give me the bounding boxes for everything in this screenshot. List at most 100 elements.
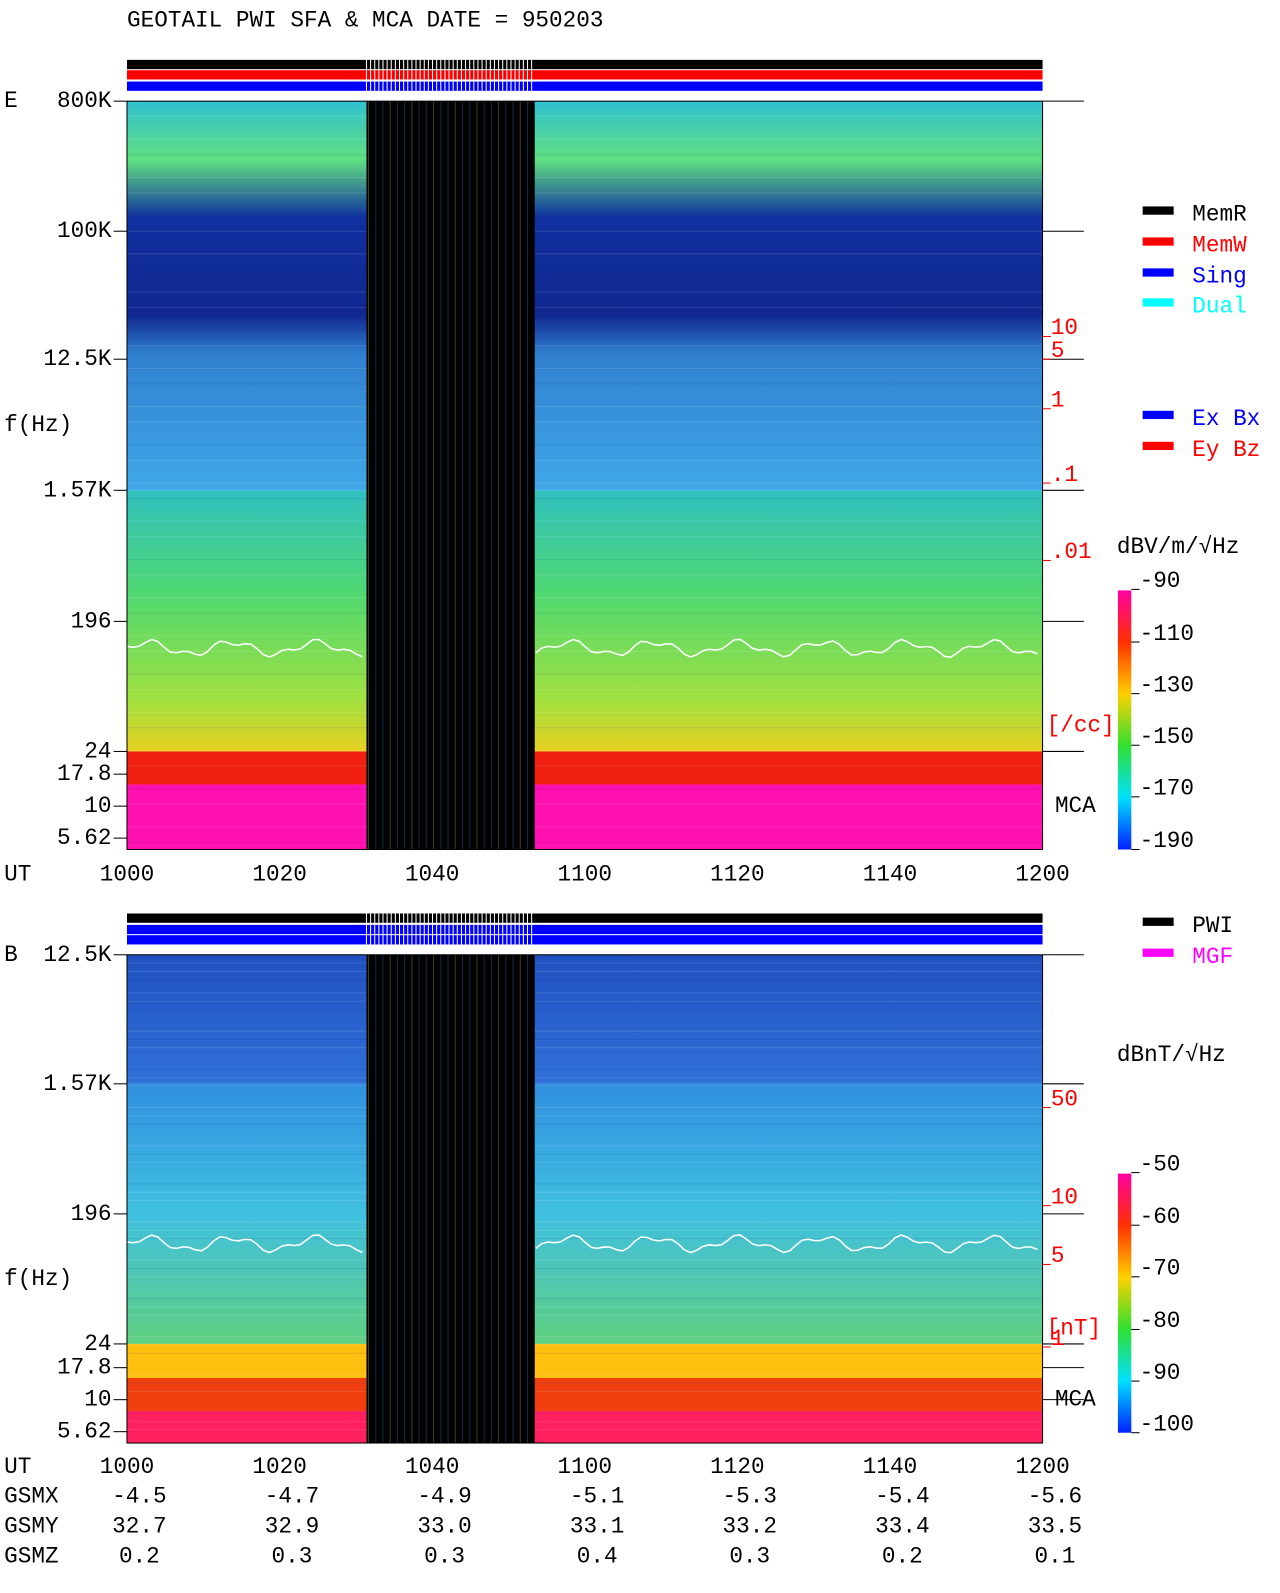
x-label: UT — [4, 861, 31, 887]
ephemeris-value: -5.3 — [723, 1484, 777, 1510]
freq-tick-label: 17.8 — [57, 761, 111, 787]
density-trace — [126, 1234, 1038, 1254]
colorbar-tick-label: -130 — [1140, 672, 1194, 698]
ephemeris-value: 33.5 — [1028, 1514, 1082, 1540]
mode-bar — [126, 59, 1043, 70]
colorbar-tick-label: -90 — [1140, 568, 1181, 594]
ephemeris-value: -5.6 — [1028, 1484, 1082, 1510]
freq-tick-label: 12.5K — [43, 942, 111, 968]
density-tick-label: 10 — [1051, 315, 1078, 341]
legend-swatch — [1142, 410, 1174, 420]
spectrogram — [126, 490, 1043, 752]
data-gap — [366, 954, 535, 1444]
mca-label: MCA — [1055, 793, 1096, 819]
legend-label: Sing — [1192, 264, 1246, 290]
legend-label: Ex Bx — [1192, 406, 1260, 432]
colorbar-tick-label: -50 — [1140, 1151, 1181, 1177]
time-tick-label: 1120 — [710, 1454, 764, 1480]
ephemeris-name: GSMY — [4, 1514, 59, 1540]
density-tick-label: 5 — [1051, 1243, 1065, 1269]
ephemeris-name: GSMZ — [4, 1544, 58, 1570]
density-tick-label: .1 — [1051, 462, 1078, 488]
freq-tick-label: 5.62 — [57, 1419, 111, 1445]
time-tick-label: 1000 — [100, 1454, 154, 1480]
ephemeris-value: 0.1 — [1035, 1544, 1076, 1570]
freq-tick-label: 10 — [84, 793, 111, 819]
spectrogram — [126, 1377, 1043, 1412]
ephemeris-value: 0.3 — [729, 1544, 770, 1570]
mode-bar — [126, 81, 1043, 91]
density-unit: [nT] — [1047, 1315, 1101, 1341]
freq-tick-label: 10 — [84, 1387, 111, 1413]
panel-label: E — [4, 88, 18, 114]
freq-tick-label: 24 — [84, 738, 111, 764]
freq-tick-label: 1.57K — [43, 477, 111, 503]
data-gap — [366, 101, 535, 850]
mode-bar — [126, 935, 1043, 945]
legend-swatch — [1142, 948, 1174, 957]
time-tick-label: 1020 — [252, 861, 306, 887]
freq-tick-label: 1.57K — [43, 1071, 111, 1097]
colorbar — [1117, 1173, 1132, 1433]
ephemeris-value: -4.7 — [265, 1484, 319, 1510]
unit-label: dBnT/√Hz — [1117, 1042, 1226, 1068]
freq-tick-label: 17.8 — [57, 1355, 111, 1381]
time-tick-label: 1200 — [1015, 861, 1069, 887]
colorbar-tick-label: -170 — [1140, 776, 1194, 802]
density-tick-label: 5 — [1051, 338, 1065, 364]
ephemeris-value: 32.7 — [112, 1514, 166, 1540]
x-label: UT — [4, 1454, 31, 1480]
colorbar-tick-label: -190 — [1140, 828, 1194, 854]
density-tick-label: 1 — [1051, 1326, 1065, 1352]
time-tick-label: 1140 — [863, 1454, 917, 1480]
legend-swatch — [1142, 298, 1174, 307]
ephemeris-value: -4.5 — [112, 1484, 166, 1510]
mca-label: MCA — [1055, 1387, 1096, 1413]
y-label: f(Hz) — [4, 412, 72, 438]
density-tick-label: .01 — [1051, 539, 1092, 565]
ephemeris-value: 33.1 — [570, 1514, 624, 1540]
colorbar-tick-label: -90 — [1140, 1360, 1181, 1386]
freq-tick-label: 800K — [57, 88, 112, 114]
freq-tick-label: 24 — [84, 1331, 111, 1357]
time-tick-label: 1040 — [405, 861, 459, 887]
legend-label: MemW — [1192, 233, 1247, 259]
legend-label: MGF — [1192, 944, 1233, 970]
legend-swatch — [1142, 268, 1174, 277]
colorbar-tick-label: -60 — [1140, 1204, 1181, 1230]
ephemeris-value: 0.3 — [272, 1544, 313, 1570]
frame — [126, 100, 1044, 851]
ephemeris-value: 33.4 — [875, 1514, 929, 1540]
freq-tick-label: 196 — [71, 608, 112, 634]
ephemeris-value: -5.1 — [570, 1484, 624, 1510]
spectrogram — [126, 1343, 1043, 1378]
colorbar — [1117, 590, 1132, 850]
spectrogram — [126, 784, 1043, 850]
colorbar-tick-label: -100 — [1140, 1411, 1194, 1437]
ephemeris-value: -5.4 — [875, 1484, 929, 1510]
ephemeris-value: 32.9 — [265, 1514, 319, 1540]
ephemeris-value: 33.2 — [723, 1514, 777, 1540]
mode-bar — [126, 913, 1043, 923]
spectrogram — [126, 954, 1043, 1084]
colorbar-tick-label: -110 — [1140, 621, 1194, 647]
title: GEOTAIL PWI SFA & MCA DATE = 950203 — [127, 8, 604, 34]
colorbar-tick-label: -150 — [1140, 724, 1194, 750]
mode-bar — [126, 924, 1043, 935]
density-tick-label: 10 — [1051, 1184, 1078, 1210]
legend-label: PWI — [1192, 913, 1233, 939]
time-tick-label: 1040 — [405, 1454, 459, 1480]
ephemeris-value: 0.2 — [119, 1544, 160, 1570]
freq-tick-label: 100K — [57, 218, 112, 244]
ephemeris-value: 33.0 — [417, 1514, 471, 1540]
spectrogram — [126, 1083, 1043, 1344]
spectrogram — [126, 101, 1043, 491]
ephemeris-name: GSMX — [4, 1484, 59, 1510]
ephemeris-value: 0.2 — [882, 1544, 923, 1570]
y-label: f(Hz) — [4, 1266, 72, 1292]
time-tick-label: 1100 — [558, 1454, 612, 1480]
ephemeris-value: -4.9 — [417, 1484, 471, 1510]
time-tick-label: 1140 — [863, 861, 917, 887]
time-tick-label: 1100 — [558, 861, 612, 887]
